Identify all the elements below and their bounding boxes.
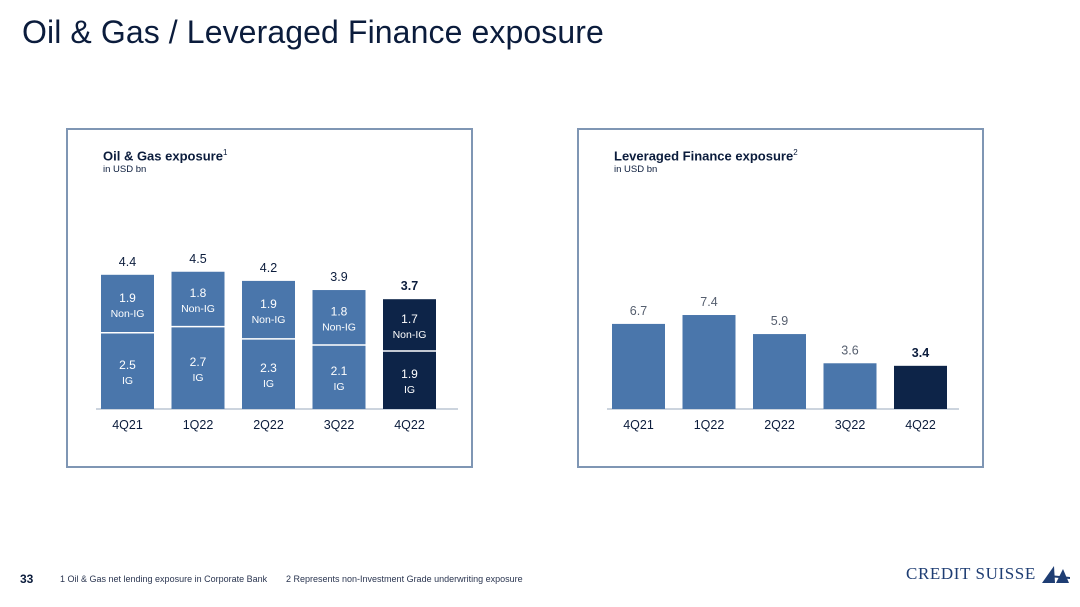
bar-value-label: 7.4 [700,295,717,309]
oil-gas-chart-title: Oil & Gas exposure1 [103,148,228,164]
total-value-label: 4.2 [260,261,277,275]
non-ig-category-label: Non-IG [181,303,215,315]
non-ig-value-label: 1.8 [190,286,207,300]
bar [823,363,877,409]
leveraged-finance-chart-panel: Leveraged Finance exposure2 in USD bn 6.… [577,128,984,468]
bar-segment-ig [101,332,154,409]
non-ig-value-label: 1.9 [119,291,136,305]
non-ig-value-label: 1.8 [331,305,348,319]
bar-segment-non-ig [312,290,366,345]
bar [753,334,806,409]
x-tick-label: 2Q22 [764,418,795,432]
footnote-1: 1 Oil & Gas net lending exposure in Corp… [60,574,268,584]
x-tick-label: 2Q22 [253,418,284,432]
leveraged-finance-chart-unit: in USD bn [614,164,658,175]
leveraged-finance-bar-chart: 6.7 4Q21 7.4 1Q22 5.9 2Q22 3.6 3Q22 3.4 4Q22 [607,295,959,432]
credit-suisse-logo: CREDIT SUISSE [906,563,1072,585]
ig-category-label: IG [263,378,274,390]
ig-category-label: IG [122,375,133,387]
non-ig-value-label: 1.7 [401,312,418,326]
bar-value-label: 3.4 [912,346,929,360]
bar-segment-ig [383,351,436,409]
x-tick-label: 1Q22 [694,418,725,432]
sail-icon [1041,566,1070,583]
x-tick-label: 3Q22 [835,418,866,432]
total-value-label: 4.5 [189,252,206,266]
bar-segment-ig [171,326,225,409]
bar-segment-non-ig [242,280,295,339]
x-tick-label: 3Q22 [324,418,355,432]
ig-category-label: IG [333,381,344,393]
x-tick-label: 1Q22 [183,418,214,432]
non-ig-category-label: Non-IG [252,314,286,326]
bar-value-label: 6.7 [630,304,647,318]
ig-value-label: 2.7 [190,355,207,369]
bar-value-label: 5.9 [771,314,788,328]
total-value-label: 4.4 [119,255,136,269]
total-value-label: 3.7 [401,279,418,293]
bar-segment-ig [242,338,295,409]
bar-segment-non-ig [383,299,436,352]
total-value-label: 3.9 [330,270,347,284]
bar-segment-non-ig [101,274,154,333]
bar [612,323,665,409]
leveraged-finance-footnote-marker: 2 [793,148,798,157]
non-ig-category-label: Non-IG [111,308,145,320]
page-title: Oil & Gas / Leveraged Finance exposure [22,14,604,50]
ig-category-label: IG [192,372,203,384]
oil-gas-chart-panel: Oil & Gas exposure1 in USD bn 2.5 IG 1.9 No… [66,128,473,468]
footnote-2: 2 Represents non-Investment Grade underw… [286,574,523,584]
oil-gas-footnote-marker: 1 [222,148,228,157]
ig-value-label: 2.3 [260,361,277,375]
non-ig-category-label: Non-IG [393,329,427,341]
x-tick-label: 4Q22 [905,418,936,432]
ig-value-label: 2.5 [119,358,136,372]
non-ig-value-label: 1.9 [260,297,277,311]
x-tick-label: 4Q21 [623,418,654,432]
non-ig-category-label: Non-IG [322,322,356,334]
oil-gas-chart-unit: in USD bn [103,164,147,175]
bar [682,315,736,409]
page-number: 33 [20,572,34,586]
bar-segment-ig [312,344,366,409]
ig-category-label: IG [404,384,415,396]
bar-segment-non-ig [171,271,225,327]
x-tick-label: 4Q22 [394,418,425,432]
oil-gas-bar-chart: 2.5 IG 1.9 Non-IG 4.4 4Q21 2.7 IG 1.8 Non-IG 4.5 1Q… [96,252,458,432]
logo-text: CREDIT SUISSE [906,564,1036,583]
x-tick-label: 4Q21 [112,418,143,432]
leveraged-finance-chart-title: Leveraged Finance exposure2 [614,148,798,164]
bar-value-label: 3.6 [841,343,858,357]
bar [894,365,947,409]
ig-value-label: 1.9 [401,367,418,381]
ig-value-label: 2.1 [331,364,348,378]
